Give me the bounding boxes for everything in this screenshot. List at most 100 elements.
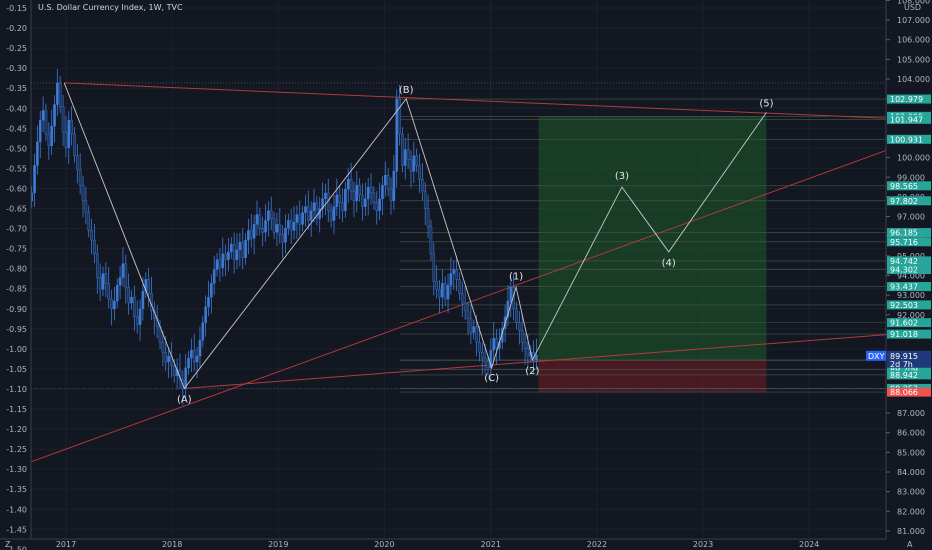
right-tick-label: 83.000 bbox=[897, 488, 925, 497]
price-tag-label: 91.018 bbox=[890, 330, 918, 339]
timezone-button[interactable]: Z bbox=[5, 540, 11, 549]
candle-body bbox=[113, 300, 116, 310]
wave-label: (2) bbox=[525, 366, 539, 377]
candle-body bbox=[93, 239, 96, 255]
time-tick-label: 2022 bbox=[587, 540, 607, 549]
right-tick-label: 108.000 bbox=[897, 0, 930, 5]
wave-label: (5) bbox=[759, 98, 773, 109]
left-tick-label: -1.40 bbox=[6, 505, 27, 514]
price-tag-label: 92.503 bbox=[890, 301, 918, 310]
right-tick-label: 84.000 bbox=[897, 468, 925, 477]
stop-zone[interactable] bbox=[538, 359, 767, 393]
candle-body bbox=[338, 194, 341, 203]
candle-body bbox=[61, 106, 65, 133]
right-tick-label: 92.000 bbox=[897, 311, 925, 320]
candle-body bbox=[238, 241, 242, 251]
price-tag bbox=[887, 181, 931, 191]
candle-body bbox=[56, 82, 59, 105]
price-tag bbox=[887, 114, 931, 124]
candle-body bbox=[480, 351, 484, 359]
candle-body bbox=[107, 283, 110, 300]
price-tag bbox=[887, 282, 931, 292]
candle-body bbox=[438, 289, 441, 298]
right-tick-label: 86.000 bbox=[897, 429, 925, 438]
price-tag bbox=[887, 228, 931, 238]
candle-body bbox=[58, 82, 62, 107]
candle-body bbox=[341, 202, 344, 211]
candle-body bbox=[201, 322, 205, 341]
trendlines[interactable] bbox=[0, 82, 916, 478]
left-tick-label: -1.45 bbox=[6, 525, 27, 534]
candle-body bbox=[358, 184, 361, 196]
candle-body bbox=[406, 149, 410, 160]
long-position-tool[interactable] bbox=[538, 116, 767, 393]
symbol-label: DXY bbox=[868, 352, 885, 361]
candle-body bbox=[224, 253, 227, 260]
candle-body bbox=[329, 210, 333, 221]
candle-body bbox=[101, 273, 105, 290]
time-axis-panel[interactable] bbox=[0, 539, 932, 550]
price-tag-label: 93.437 bbox=[890, 283, 918, 292]
candle-body bbox=[344, 188, 347, 211]
trendline[interactable] bbox=[0, 139, 916, 478]
right-axis-panel[interactable] bbox=[886, 0, 932, 550]
left-tick-label: -0.45 bbox=[6, 124, 27, 133]
wave-label: (4) bbox=[662, 258, 676, 269]
candle-body bbox=[452, 269, 456, 274]
candle-body bbox=[335, 194, 339, 207]
right-tick-label: 93.000 bbox=[897, 291, 925, 300]
left-tick-label: -0.65 bbox=[6, 205, 27, 214]
candle-body bbox=[50, 125, 53, 147]
candle-body bbox=[230, 243, 233, 253]
candle-body bbox=[261, 228, 264, 233]
candle-body bbox=[386, 175, 390, 190]
right-tick-label: 104.000 bbox=[897, 75, 930, 84]
candle-body bbox=[264, 220, 267, 233]
price-tag-label: 94.302 bbox=[890, 266, 918, 275]
candle-body bbox=[372, 192, 376, 203]
candle-body bbox=[269, 210, 273, 219]
candle-body bbox=[110, 298, 113, 310]
wave-polyline[interactable] bbox=[63, 82, 767, 390]
candle-body bbox=[130, 296, 133, 304]
svg-text:Z: Z bbox=[5, 540, 11, 549]
candle-body bbox=[312, 202, 316, 211]
candle-body bbox=[426, 208, 430, 227]
candle-body bbox=[133, 296, 136, 317]
candle-body bbox=[84, 200, 88, 213]
price-tag bbox=[887, 256, 931, 266]
trendline[interactable] bbox=[64, 82, 916, 120]
left-tick-label: -0.60 bbox=[6, 184, 27, 193]
price-unit: USD bbox=[904, 3, 921, 12]
left-tick-label: -0.50 bbox=[6, 144, 27, 153]
time-axis-ticks: 2017 2018 2019 2020 2021 2022 2023 2024 bbox=[56, 540, 820, 549]
profit-zone[interactable] bbox=[538, 116, 767, 360]
trendline[interactable] bbox=[184, 331, 916, 389]
elliott-wave-path[interactable] bbox=[63, 82, 767, 390]
price-level-tags: 102.979102.099101.947100.93198.56597.802… bbox=[866, 94, 931, 397]
candle-body bbox=[44, 110, 48, 135]
candle-body bbox=[392, 171, 396, 202]
price-tag bbox=[887, 94, 931, 104]
candle-body bbox=[378, 198, 381, 211]
elliott-wave-labels: (A) (B) (C) (1) (2) (3) (4) (5) bbox=[177, 85, 774, 406]
time-tick-label: 2018 bbox=[162, 540, 182, 549]
candle-body bbox=[369, 186, 373, 194]
wave-label: (C) bbox=[484, 373, 499, 384]
candle-body bbox=[207, 296, 210, 308]
price-tag bbox=[887, 237, 931, 247]
candle-body bbox=[515, 308, 518, 323]
auto-scale-button[interactable]: A bbox=[907, 540, 913, 549]
left-tick-label: -0.30 bbox=[6, 64, 27, 73]
left-tick-label: -0.35 bbox=[6, 84, 27, 93]
right-tick-label: 97.000 bbox=[897, 213, 925, 222]
candle-body bbox=[523, 342, 527, 349]
candle-body bbox=[135, 316, 139, 325]
price-tag-label: 100.931 bbox=[890, 135, 923, 144]
right-tick-label: 87.000 bbox=[897, 409, 925, 418]
candle-body bbox=[535, 354, 538, 361]
candle-body bbox=[70, 120, 73, 135]
candle-body bbox=[495, 338, 498, 349]
price-tag bbox=[887, 196, 931, 206]
